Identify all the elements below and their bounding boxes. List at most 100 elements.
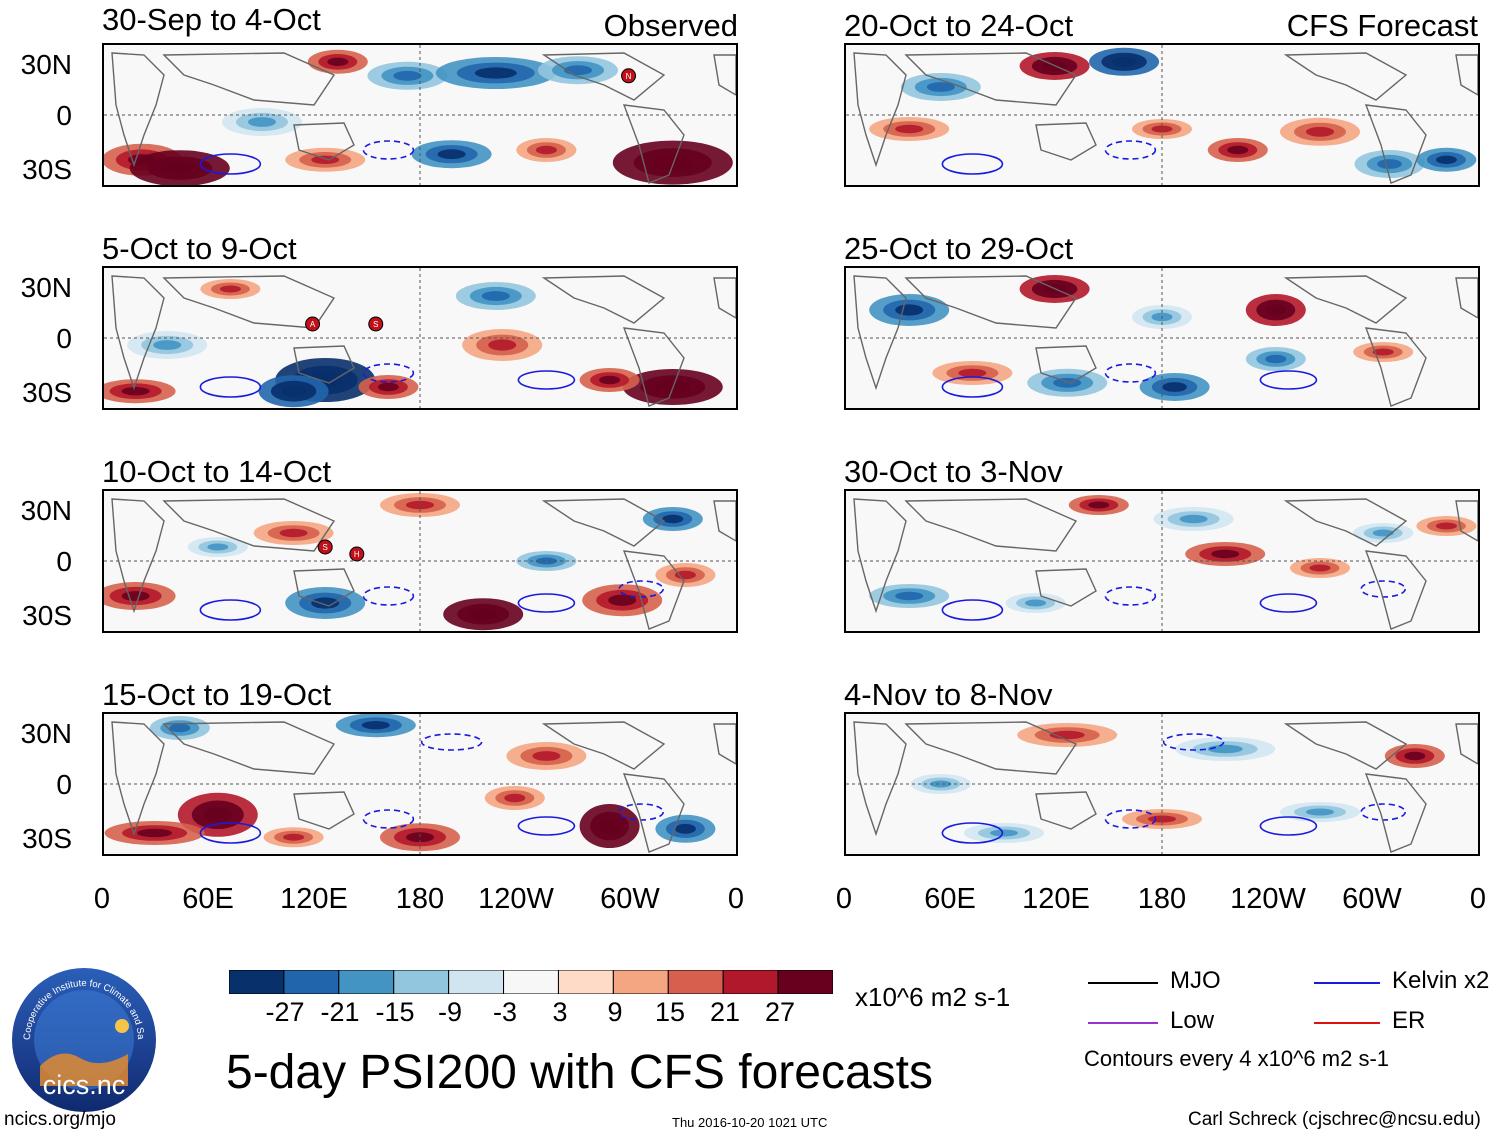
map-graphic [846, 491, 1478, 631]
legend-label-kelvin: Kelvin x2 [1392, 967, 1490, 994]
coastline [541, 721, 666, 770]
anomaly-shading [361, 721, 390, 730]
coastline [713, 277, 736, 319]
anomaly-shading [406, 832, 434, 843]
anomaly-shading [1162, 382, 1187, 392]
lat-tick-label: 30N [20, 718, 72, 749]
anomaly-shading [153, 340, 182, 350]
storm-marker-label: N [626, 72, 632, 81]
coastline [904, 52, 1078, 106]
legend-label-low: Low [1170, 1007, 1215, 1034]
coastline [713, 500, 736, 542]
map-panel [844, 712, 1480, 856]
map-graphic [846, 45, 1478, 185]
legend-line-kelvin [1314, 982, 1380, 984]
panel-title-obs-2: 5-Oct to 9-Oct [102, 231, 297, 266]
anomaly-shading [535, 557, 557, 565]
coastline [1035, 568, 1097, 607]
lon-tick-label: 60W [1342, 883, 1402, 915]
map-graphic [104, 714, 736, 854]
colorbar-tick: 21 [709, 997, 741, 1027]
anomaly-shading [1306, 126, 1334, 137]
anomaly-shading [1306, 808, 1334, 816]
anomaly-shading [1265, 354, 1287, 364]
panel-title-obs-3: 10-Oct to 14-Oct [102, 454, 332, 489]
kelvin-contour [1104, 140, 1157, 160]
kelvin-contour [1259, 370, 1318, 390]
anomaly-shading [327, 57, 349, 66]
anomaly-shading [162, 161, 198, 175]
kelvin-contour [517, 593, 576, 613]
anomaly-shading [990, 829, 1018, 837]
anomaly-shading [599, 375, 621, 385]
anomaly-shading [1088, 501, 1110, 509]
colorbar-tick: -21 [320, 997, 360, 1027]
coastline [1455, 54, 1478, 96]
panel-title-obs-1: 30-Sep to 4-Oct [102, 2, 321, 37]
map-panel [102, 712, 738, 856]
panel-title-fc-3: 30-Oct to 3-Nov [844, 454, 1063, 489]
storm-marker: A [305, 316, 321, 332]
legend-line-er [1314, 1022, 1380, 1024]
timestamp: Thu 2016-10-20 1021 UTC [672, 1115, 828, 1130]
colorbar [228, 969, 834, 995]
anomaly-shading [1111, 56, 1137, 67]
observed-label: Observed [603, 8, 738, 43]
colorbar-tick: -27 [265, 997, 305, 1027]
lon-tick-label: 0 [727, 883, 745, 915]
coastline [1455, 277, 1478, 319]
colorbar-swatch [393, 969, 450, 995]
anomaly-shading [532, 751, 561, 761]
lon-tick-label: 120W [478, 883, 554, 915]
colorbar-graphic [228, 969, 834, 995]
coastline [293, 122, 355, 161]
coastline [904, 275, 1078, 329]
anomaly-shading [137, 828, 173, 838]
anomaly-shading [121, 591, 150, 601]
coastline [853, 275, 907, 391]
colorbar-tick: 9 [607, 997, 623, 1027]
coastline [541, 275, 666, 324]
colorbar-swatch [503, 969, 559, 995]
anomaly-shading [930, 780, 952, 788]
kelvin-contour [941, 153, 1004, 175]
kelvin-contour [1162, 733, 1225, 751]
panel-title-obs-4: 15-Oct to 19-Oct [102, 677, 332, 712]
coastline [293, 568, 355, 607]
coastline [1035, 791, 1097, 830]
coastline [1035, 345, 1097, 384]
map-graphic [846, 268, 1478, 408]
coastline [162, 52, 336, 106]
kelvin-contour [199, 153, 262, 175]
coastline [622, 327, 685, 407]
coastline [162, 721, 336, 775]
coastline [622, 104, 685, 184]
coastline [1283, 52, 1408, 101]
lon-tick-label: 120W [1230, 883, 1306, 915]
anomaly-shading [1049, 730, 1085, 740]
storm-marker: S [368, 316, 384, 332]
panel-title-fc-2: 25-Oct to 29-Oct [844, 231, 1074, 266]
kelvin-contour [1104, 809, 1157, 829]
anomaly-shading [564, 65, 592, 76]
coastline [622, 773, 685, 853]
anomaly-shading [1025, 599, 1047, 607]
coastline [541, 498, 666, 547]
colorbar-swatch [228, 969, 285, 995]
lat-tick-label: 30S [22, 600, 72, 631]
anomaly-shading [469, 608, 498, 620]
anomaly-shading [1435, 155, 1457, 164]
kelvin-contour [517, 370, 576, 390]
coastline [1283, 721, 1408, 770]
colorbar-tick: 27 [764, 997, 796, 1027]
coastline [853, 721, 907, 837]
units-label: x10^6 m2 s-1 [855, 982, 1011, 1012]
site-url: ncics.org/mjo [4, 1109, 116, 1130]
anomaly-shading [1179, 514, 1208, 524]
lat-tick-label: 0 [56, 769, 72, 800]
kelvin-contour [1104, 586, 1157, 606]
kelvin-contour [1259, 593, 1318, 613]
